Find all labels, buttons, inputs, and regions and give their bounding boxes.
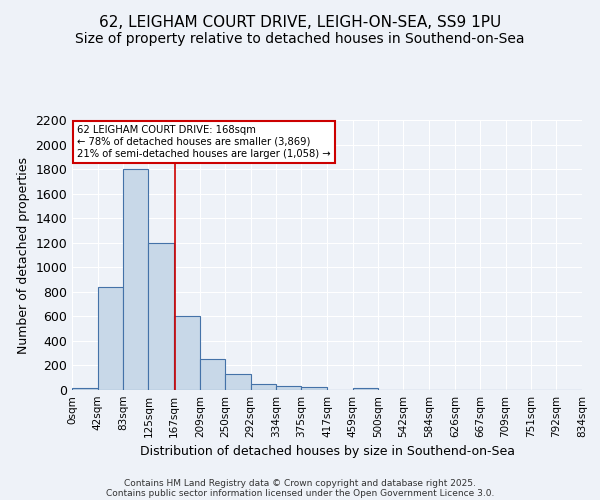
Bar	[123, 169, 148, 390]
Y-axis label: Number of detached properties: Number of detached properties	[17, 156, 30, 354]
Bar	[251, 384, 276, 390]
Text: Contains HM Land Registry data © Crown copyright and database right 2025.: Contains HM Land Registry data © Crown c…	[124, 478, 476, 488]
Text: Contains public sector information licensed under the Open Government Licence 3.: Contains public sector information licen…	[106, 488, 494, 498]
Bar	[200, 358, 225, 390]
Bar	[174, 316, 200, 390]
Text: Size of property relative to detached houses in Southend-on-Sea: Size of property relative to detached ho…	[75, 32, 525, 46]
Text: 62 LEIGHAM COURT DRIVE: 168sqm
← 78% of detached houses are smaller (3,869)
21% : 62 LEIGHAM COURT DRIVE: 168sqm ← 78% of …	[77, 126, 331, 158]
Bar	[353, 388, 378, 390]
Bar	[72, 388, 98, 390]
Bar	[276, 386, 301, 390]
X-axis label: Distribution of detached houses by size in Southend-on-Sea: Distribution of detached houses by size …	[139, 446, 515, 458]
Bar	[225, 374, 251, 390]
Text: 62, LEIGHAM COURT DRIVE, LEIGH-ON-SEA, SS9 1PU: 62, LEIGHAM COURT DRIVE, LEIGH-ON-SEA, S…	[99, 15, 501, 30]
Bar	[98, 287, 123, 390]
Bar	[301, 387, 327, 390]
Bar	[148, 242, 174, 390]
